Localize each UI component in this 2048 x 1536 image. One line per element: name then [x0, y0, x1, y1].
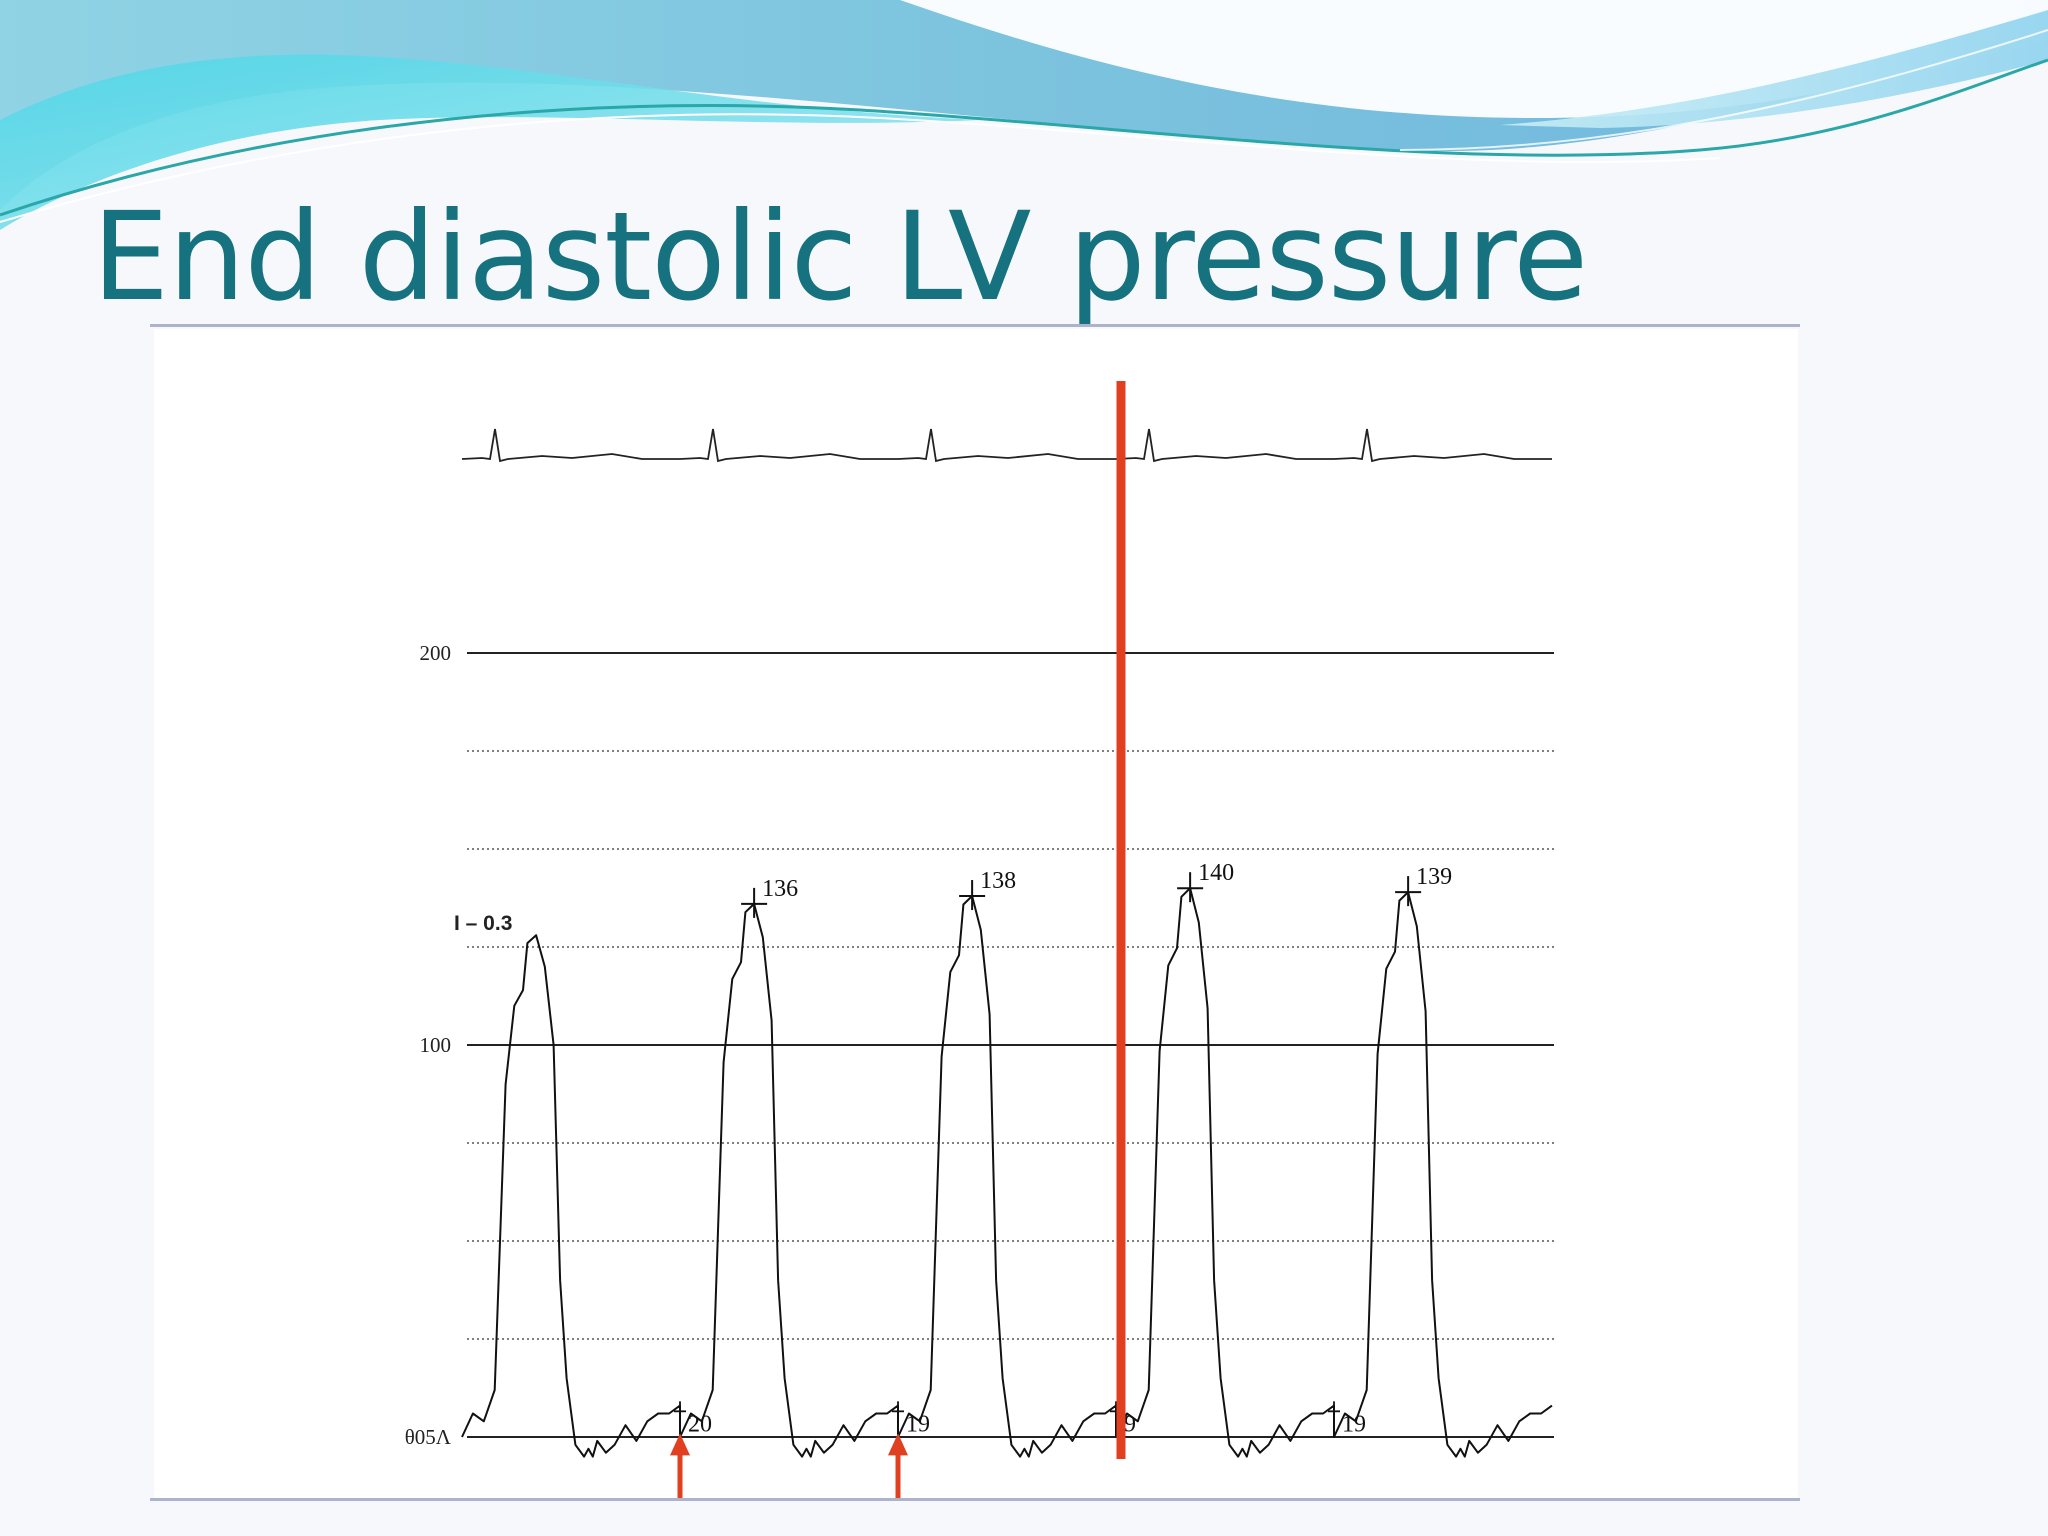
edp-value-label: 19 — [1342, 1411, 1366, 1437]
ecg-trace — [461, 428, 1552, 463]
y-tick-labels: 200 100 θ05Λ — [405, 641, 452, 1449]
edp-value-label: 19 — [906, 1411, 930, 1437]
title-underline — [150, 324, 1800, 327]
edp-value-label: 9 — [1124, 1411, 1136, 1437]
pressure-tracing-figure: 200 100 θ05Λ I – 0.3 136 138 140 139 20 19 9 19 — [154, 329, 1798, 1501]
ecg-strip — [461, 428, 1552, 463]
systolic-peak-labels: 136 138 140 139 — [741, 860, 1452, 918]
bottom-rule — [150, 1498, 1800, 1501]
lv-pressure-line — [461, 887, 1553, 1458]
peak-value-label: 136 — [762, 876, 798, 902]
edp-arrow-head — [670, 1433, 690, 1456]
header-wave-banner — [0, 0, 2048, 231]
edp-value-label: 20 — [688, 1411, 712, 1437]
gain-label: I – 0.3 — [454, 912, 512, 935]
edp-arrow-head — [888, 1433, 908, 1456]
peak-value-label: 139 — [1416, 864, 1452, 890]
slide-title: End diastolic LV pressure — [92, 186, 1588, 328]
edp-labels: 20 19 9 19 — [674, 1401, 1366, 1437]
y-tick-label: θ05Λ — [405, 1425, 452, 1449]
grid-lines — [467, 652, 1554, 1438]
y-tick-label: 200 — [420, 641, 452, 665]
lv-pressure-chart: 200 100 θ05Λ I – 0.3 136 138 140 139 20 19 9 19 — [405, 381, 1554, 1501]
peak-value-label: 140 — [1198, 860, 1234, 886]
y-tick-label: 100 — [420, 1033, 452, 1057]
annotation-markers — [670, 381, 1126, 1501]
pressure-trace — [461, 887, 1553, 1458]
peak-value-label: 138 — [980, 868, 1016, 894]
